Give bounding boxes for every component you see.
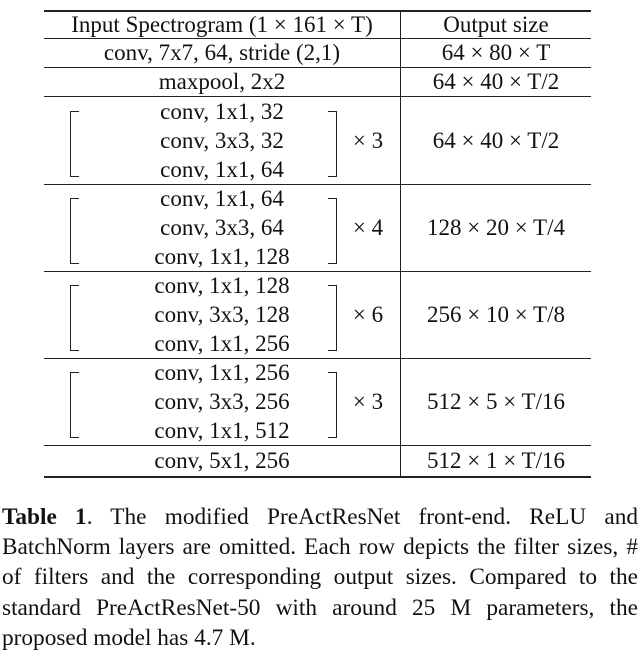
block2-layer: conv, 1x1, 128 <box>154 244 290 269</box>
caption-text: . The modified PreActResNet front-end. R… <box>2 504 639 651</box>
block1-layer: conv, 1x1, 64 <box>160 157 284 182</box>
block2-output: 128 × 20 × T/4 <box>427 215 565 240</box>
block1-layer: conv, 3x3, 32 <box>160 128 284 153</box>
bracket-right <box>328 372 337 438</box>
header-output-size: Output size <box>443 12 549 37</box>
table-caption: Table 1. The modified PreActResNet front… <box>2 502 638 653</box>
bracket-left <box>70 111 79 177</box>
column-divider <box>400 10 402 478</box>
architecture-table: Input Spectrogram (1 × 161 × T) Output s… <box>44 0 591 480</box>
block4-layer: conv, 3x3, 256 <box>154 389 290 414</box>
block2-layer: conv, 1x1, 64 <box>160 186 284 211</box>
row-final-layer: conv, 5x1, 256 <box>154 448 290 473</box>
block4-layer: conv, 1x1, 256 <box>154 360 290 385</box>
rule <box>44 358 591 360</box>
block1-repeat: × 3 <box>352 128 384 153</box>
block1-output: 64 × 40 × T/2 <box>432 128 560 153</box>
block3-layer: conv, 1x1, 256 <box>154 331 290 356</box>
bracket-right <box>328 198 337 264</box>
block3-layer: conv, 1x1, 128 <box>154 273 290 298</box>
block4-repeat: × 3 <box>352 389 384 414</box>
row-final-output: 512 × 1 × T/16 <box>427 448 565 473</box>
rule-bottom <box>44 476 591 478</box>
rule <box>44 271 591 273</box>
bracket-right <box>328 285 337 351</box>
block2-repeat: × 4 <box>352 215 384 240</box>
block2-layer: conv, 3x3, 64 <box>160 215 284 240</box>
row-conv1-layer: conv, 7x7, 64, stride (2,1) <box>103 40 341 65</box>
row-maxpool-output: 64 × 40 × T/2 <box>432 69 560 94</box>
caption-label: Table 1 <box>2 504 87 530</box>
block3-output: 256 × 10 × T/8 <box>427 302 565 327</box>
bracket-left <box>70 372 79 438</box>
row-conv1-output: 64 × 80 × T <box>441 40 551 65</box>
rule <box>44 445 591 447</box>
rule-header <box>44 38 591 40</box>
block3-repeat: × 6 <box>352 302 384 327</box>
bracket-right <box>328 111 337 177</box>
block1-layer: conv, 1x1, 32 <box>160 99 284 124</box>
block4-layer: conv, 1x1, 512 <box>154 418 290 443</box>
bracket-left <box>70 285 79 351</box>
rule <box>44 184 591 186</box>
row-maxpool-layer: maxpool, 2x2 <box>158 69 286 94</box>
rule <box>44 96 591 98</box>
header-input-spectrogram: Input Spectrogram (1 × 161 × T) <box>71 12 373 37</box>
rule <box>44 67 591 69</box>
block3-layer: conv, 3x3, 128 <box>154 302 290 327</box>
bracket-left <box>70 198 79 264</box>
rule-top <box>44 10 591 12</box>
block4-output: 512 × 5 × T/16 <box>427 389 565 414</box>
